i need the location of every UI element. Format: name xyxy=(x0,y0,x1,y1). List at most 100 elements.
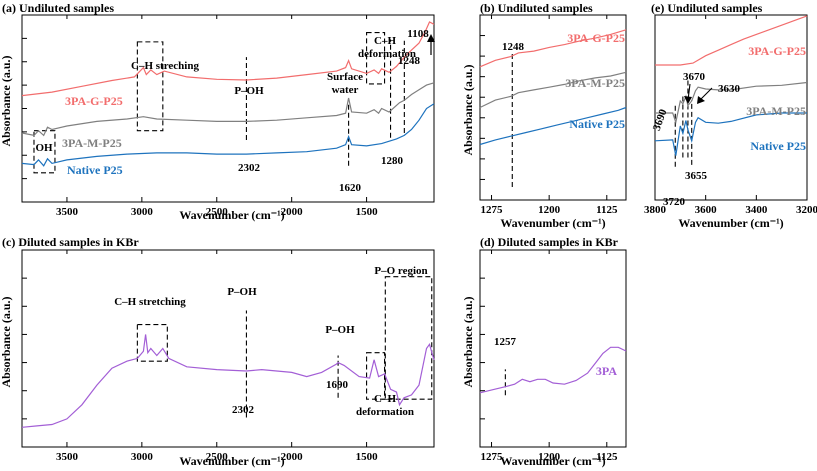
panel-c-xtick-label: 3500 xyxy=(56,451,79,463)
panel-d-xlabel: Wavenumber (cm⁻¹) xyxy=(500,454,605,468)
panel-d-series-3pa xyxy=(479,346,627,394)
panel-c-title: (c) Diluted samples in KBr xyxy=(2,235,139,249)
panel-e-label-3pa-g: 3PA-G-P25 xyxy=(748,44,806,58)
panel-b-label-3pa-m: 3PA-M-P25 xyxy=(565,76,625,90)
panel-d-ann-1257: 1257 xyxy=(494,336,517,348)
panel-d-plot: 1275 1200 1125 xyxy=(479,249,627,463)
panel-e-series-3pa-g-p25 xyxy=(655,15,808,66)
panel-e-label-native: Native P25 xyxy=(750,139,806,153)
panel-a-ann-surface: Surface xyxy=(327,71,363,83)
panel-a-series-native-p25 xyxy=(21,103,435,167)
panel-e-series-3pa-m-p25 xyxy=(655,81,808,125)
panel-d-title: (d) Diluted samples in KBr xyxy=(480,235,619,249)
panel-a-label-3pa-g: 3PA-G-P25 xyxy=(65,94,123,108)
panel-b-series-3pa-m-p25 xyxy=(479,71,627,109)
panel-c-ann-ch-stretch: C–H stretching xyxy=(114,296,186,308)
panel-c-plot: 3500 3000 2500 2000 1500 xyxy=(21,249,435,463)
panel-e-arrow-3630-head xyxy=(697,96,705,104)
panel-c-dashed-box xyxy=(366,352,386,400)
panel-e-ann-3655: 3655 xyxy=(685,170,708,182)
panel-a-ann-oh: OH xyxy=(35,142,53,154)
panel-a-ylabel: Absorbance (a.u.) xyxy=(0,55,13,146)
panel-c-ann-poh2: P–OH xyxy=(325,324,355,336)
panel-c-ann-deformation: deformation xyxy=(356,406,414,418)
panel-e-label-3pa-m: 3PA-M-P25 xyxy=(746,104,806,118)
panel-d-ylabel: Absorbance (a.u.) xyxy=(461,296,475,387)
panel-e-xtick-label: 3200 xyxy=(796,204,817,216)
panel-a-series-3pa-g-p25 xyxy=(21,21,435,97)
panel-a-xtick-label: 3500 xyxy=(56,206,79,218)
panel-a-ann-1108: 1108 xyxy=(407,28,429,40)
panel-b-xtick-label: 1200 xyxy=(538,204,561,216)
panel-e-series-native-p25 xyxy=(654,112,807,156)
panel-a-plot: 3500 3000 2500 2000 1500 xyxy=(21,14,435,218)
panel-a-xtick-label: 3000 xyxy=(131,206,154,218)
panel-e-ann-3670: 3670 xyxy=(683,71,706,83)
panel-c-series-3pa xyxy=(21,334,435,428)
panel-b-title: (b) Undiluted samples xyxy=(480,1,593,15)
panel-e-xlabel: Wavenumber (cm⁻¹) xyxy=(678,216,783,230)
panel-a-xtick-label: 1500 xyxy=(356,206,379,218)
panel-d-frame xyxy=(479,249,627,448)
panel-a-ann-ch: C–H xyxy=(374,35,396,47)
panel-b-label-native: Native P25 xyxy=(569,117,625,131)
panel-e-ann-3630: 3630 xyxy=(718,83,741,95)
panel-a-series-3pa-m-p25 xyxy=(21,82,435,137)
panel-a-ann-water: water xyxy=(332,84,359,96)
panel-b-series-native-p25 xyxy=(479,106,627,146)
panel-d-xtick-label: 1125 xyxy=(596,451,618,463)
panel-c-ann-2302: 2302 xyxy=(232,404,255,416)
panel-a-ann-deformation: deformation xyxy=(358,48,416,60)
panel-a-ann-1280: 1280 xyxy=(381,155,404,167)
panel-a-dashed-box xyxy=(33,130,56,174)
panel-a-xtick-label: 2000 xyxy=(281,206,304,218)
panel-b-ylabel: Absorbance (a.u.) xyxy=(461,64,475,155)
panel-e-frame xyxy=(654,14,808,201)
panel-a-ann-ch-stretch: C–H streching xyxy=(131,60,199,72)
panel-e-arrow-3670-head xyxy=(684,96,692,104)
panel-c-frame xyxy=(21,249,435,448)
panel-c-ann-poh1: P–OH xyxy=(227,286,257,298)
panel-a-arrow-head xyxy=(427,34,435,42)
panel-d-label-3pa: 3PA xyxy=(596,364,617,378)
panel-c-ylabel: Absorbance (a.u.) xyxy=(0,296,13,387)
panel-c-ann-ch: C–H xyxy=(374,393,396,405)
panel-c-xtick-label: 1500 xyxy=(356,451,379,463)
panel-a-xlabel: Wavenumber (cm⁻¹) xyxy=(179,208,284,222)
panel-c-ann-1690: 1690 xyxy=(326,379,349,391)
panel-e-plot: 3800 3600 3400 3200 xyxy=(644,14,817,216)
panel-b-xtick-label: 1125 xyxy=(596,204,618,216)
panel-e-title: (e) Undiluted samples xyxy=(651,1,763,15)
panel-b-series-3pa-g-p25 xyxy=(479,29,627,68)
panel-e-xtick-label: 3600 xyxy=(695,204,718,216)
panel-a-ann-1620: 1620 xyxy=(339,182,362,194)
panel-e-ann-3720: 3720 xyxy=(663,196,686,208)
panel-c-dashed-box xyxy=(136,324,168,362)
panel-c-xtick-label: 2000 xyxy=(281,451,304,463)
panel-b-ann-1248: 1248 xyxy=(502,41,525,53)
panel-b-plot: 1275 1200 1125 xyxy=(479,14,627,216)
panel-a-dashed-box xyxy=(366,31,386,85)
panel-d-xtick-label: 1200 xyxy=(538,451,561,463)
panel-e-xtick-label: 3400 xyxy=(745,204,768,216)
panel-e-xtick-label: 3800 xyxy=(644,204,667,216)
panel-b-xtick-label: 1275 xyxy=(481,204,504,216)
panel-c-xtick-label: 3000 xyxy=(131,451,154,463)
panel-c-dashed-box xyxy=(384,276,433,400)
panel-c-xtick-label: 2500 xyxy=(206,451,229,463)
panel-b-label-3pa-g: 3PA-G-P25 xyxy=(567,31,625,45)
panel-a-dashed-box xyxy=(136,41,164,132)
panel-e-ann-3690: 3690 xyxy=(651,107,670,132)
panel-d-xtick-label: 1275 xyxy=(481,451,504,463)
panel-c-ann-po-region: P–O region xyxy=(374,265,427,277)
panel-b-xlabel: Wavenumber (cm⁻¹) xyxy=(500,216,605,230)
panel-a-title: (a) Undiluted samples xyxy=(2,1,114,15)
panel-a-xtick-label: 2500 xyxy=(206,206,229,218)
panel-a-ann-2302: 2302 xyxy=(238,162,261,174)
panel-c-xlabel: Wavenumber (cm⁻¹) xyxy=(179,454,284,468)
panel-e-arrow-3630 xyxy=(699,87,713,101)
panel-a-label-native: Native P25 xyxy=(67,163,123,177)
panel-a-ann-poh: P–OH xyxy=(234,85,264,97)
panel-a-ann-1248: 1248 xyxy=(398,55,421,67)
